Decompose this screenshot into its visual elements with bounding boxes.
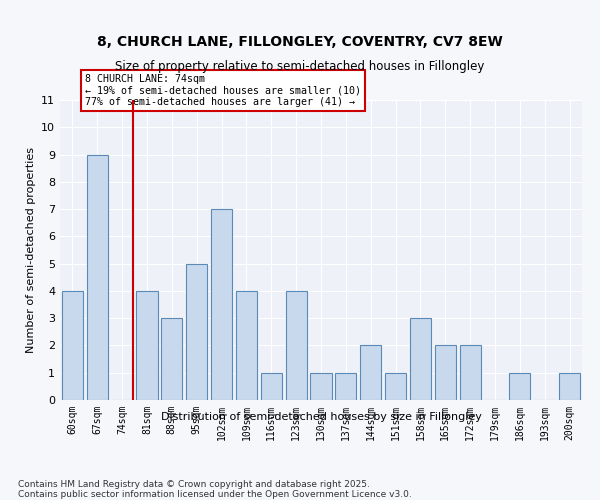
- Text: Size of property relative to semi-detached houses in Fillongley: Size of property relative to semi-detach…: [115, 60, 485, 73]
- Bar: [360, 346, 381, 400]
- Bar: [385, 372, 406, 400]
- Bar: [236, 291, 257, 400]
- Bar: [559, 372, 580, 400]
- Bar: [87, 154, 108, 400]
- Bar: [435, 346, 456, 400]
- Y-axis label: Number of semi-detached properties: Number of semi-detached properties: [26, 147, 35, 353]
- Bar: [335, 372, 356, 400]
- Bar: [186, 264, 207, 400]
- Bar: [509, 372, 530, 400]
- Bar: [410, 318, 431, 400]
- Bar: [136, 291, 158, 400]
- Bar: [310, 372, 332, 400]
- Bar: [261, 372, 282, 400]
- Bar: [460, 346, 481, 400]
- Bar: [62, 291, 83, 400]
- Text: Contains HM Land Registry data © Crown copyright and database right 2025.
Contai: Contains HM Land Registry data © Crown c…: [18, 480, 412, 500]
- Text: Distribution of semi-detached houses by size in Fillongley: Distribution of semi-detached houses by …: [161, 412, 481, 422]
- Text: 8, CHURCH LANE, FILLONGLEY, COVENTRY, CV7 8EW: 8, CHURCH LANE, FILLONGLEY, COVENTRY, CV…: [97, 35, 503, 49]
- Bar: [211, 209, 232, 400]
- Bar: [286, 291, 307, 400]
- Bar: [161, 318, 182, 400]
- Text: 8 CHURCH LANE: 74sqm
← 19% of semi-detached houses are smaller (10)
77% of semi-: 8 CHURCH LANE: 74sqm ← 19% of semi-detac…: [85, 74, 361, 108]
